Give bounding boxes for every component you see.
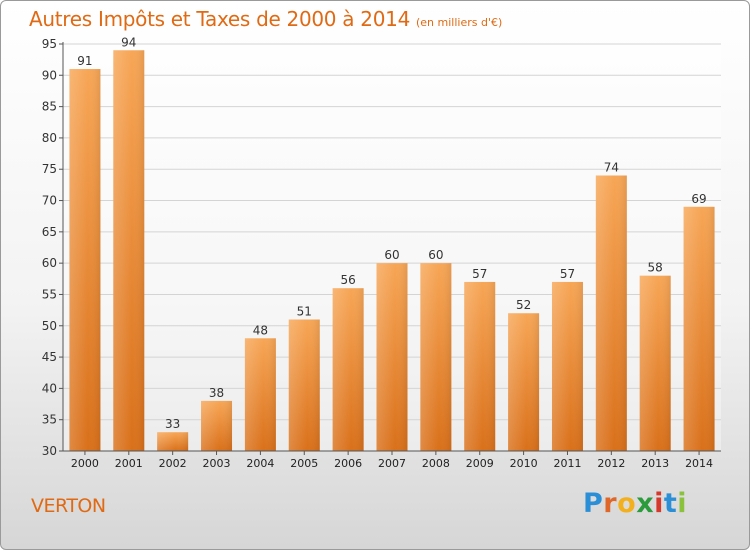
bar-shade xyxy=(376,263,408,451)
y-tick-label: 45 xyxy=(42,350,57,364)
bar-shade xyxy=(113,50,145,452)
bar-shade xyxy=(157,432,189,451)
x-tick-label: 2002 xyxy=(159,457,187,470)
y-tick-label: 75 xyxy=(42,162,57,176)
bar-shade xyxy=(464,281,496,451)
y-tick-label: 40 xyxy=(42,381,57,395)
y-tick-label: 85 xyxy=(42,100,57,114)
x-tick-label: 2001 xyxy=(115,457,143,470)
y-tick-label: 55 xyxy=(42,287,57,301)
bar-shade xyxy=(551,281,583,451)
logo-letter: r xyxy=(603,488,618,519)
bar-shade xyxy=(683,206,715,451)
bars xyxy=(69,50,715,452)
value-label: 57 xyxy=(472,267,487,281)
bar-shade xyxy=(201,400,233,451)
bar-shade xyxy=(69,69,101,452)
x-tick-label: 2003 xyxy=(203,457,231,470)
logo-letter: t xyxy=(663,488,678,519)
x-tick-label: 2000 xyxy=(71,457,99,470)
x-tick-label: 2013 xyxy=(641,457,669,470)
x-tick-label: 2004 xyxy=(246,457,274,470)
value-label: 57 xyxy=(560,267,575,281)
bar-shade xyxy=(288,319,320,451)
value-label: 94 xyxy=(121,35,136,49)
x-tick-label: 2012 xyxy=(597,457,625,470)
data-labels: 91 94 33 38 48 51 56 60 60 57 52 57 74 58 69 xyxy=(77,35,706,431)
value-label: 58 xyxy=(648,261,663,275)
bar-shade xyxy=(639,275,671,451)
y-tick-label: 60 xyxy=(42,256,57,270)
y-tick-label: 65 xyxy=(42,225,57,239)
value-label: 33 xyxy=(165,417,180,431)
y-tick-label: 30 xyxy=(42,444,57,458)
y-tick-label: 90 xyxy=(42,68,57,82)
x-tick-label: 2010 xyxy=(510,457,538,470)
y-tick-label: 70 xyxy=(42,194,57,208)
y-tick-label: 95 xyxy=(42,37,57,51)
y-tick-label: 35 xyxy=(42,413,57,427)
value-label: 51 xyxy=(297,305,312,319)
value-label: 60 xyxy=(384,248,399,262)
logo-letter: o xyxy=(617,488,637,519)
value-label: 60 xyxy=(428,248,443,262)
value-label: 91 xyxy=(77,54,92,68)
bar-shade xyxy=(244,338,276,451)
x-tick-label: 2011 xyxy=(553,457,581,470)
chart-title: Autres Impôts et Taxes de 2000 à 2014 (en… xyxy=(29,7,502,31)
bar-shade xyxy=(508,313,540,451)
bar-shade xyxy=(332,288,364,451)
x-tick-label: 2009 xyxy=(466,457,494,470)
value-label: 56 xyxy=(340,273,355,287)
logo-letter: i xyxy=(654,488,664,519)
chart-subtitle: (en milliers d'€) xyxy=(416,16,503,29)
value-label: 74 xyxy=(604,160,619,174)
x-tick-label: 2006 xyxy=(334,457,362,470)
axes: 30 35 40 45 50 55 60 65 70 75 80 85 90 95 2000 2001 2002… xyxy=(42,37,721,470)
value-label: 69 xyxy=(691,192,706,206)
chart-title-text: Autres Impôts et Taxes de 2000 à 2014 xyxy=(29,7,410,31)
value-label: 52 xyxy=(516,298,531,312)
x-tick-label: 2008 xyxy=(422,457,450,470)
logo-letter: x xyxy=(636,488,655,519)
x-tick-label: 2005 xyxy=(290,457,318,470)
value-label: 48 xyxy=(253,323,268,337)
logo-letter: i xyxy=(677,488,688,519)
value-label: 38 xyxy=(209,386,224,400)
bar-shade xyxy=(420,263,452,451)
x-tick-label: 2014 xyxy=(685,457,713,470)
x-tick-label: 2007 xyxy=(378,457,406,470)
city-name: VERTON xyxy=(31,495,106,517)
y-tick-label: 80 xyxy=(42,131,57,145)
proxiti-logo: Proxiti xyxy=(583,488,687,519)
logo-letter: P xyxy=(583,488,604,519)
y-tick-label: 50 xyxy=(42,319,57,333)
bar-shade xyxy=(595,175,627,451)
